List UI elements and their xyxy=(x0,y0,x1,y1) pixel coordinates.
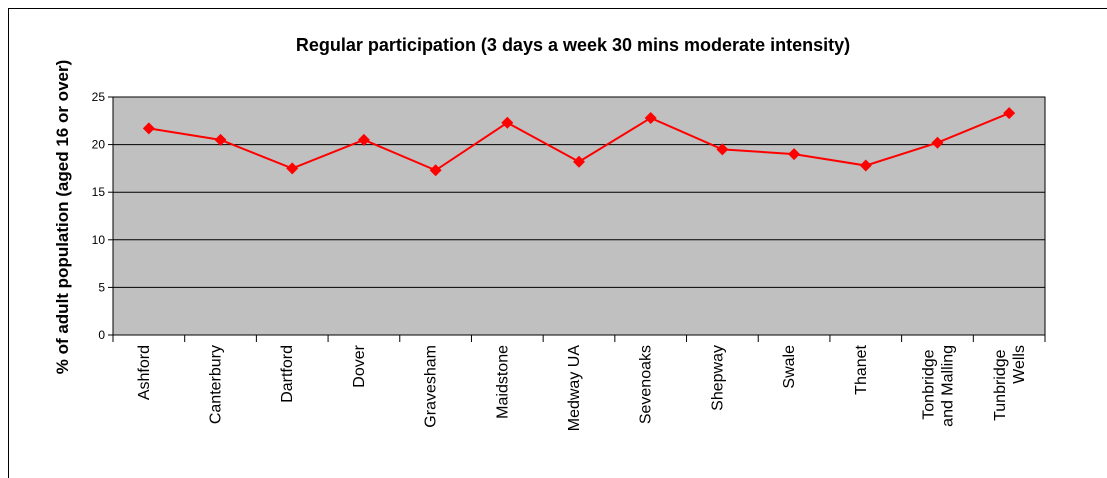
x-tick-label: Shepway xyxy=(709,345,726,411)
point-marker xyxy=(716,143,729,156)
x-tick-label: Gravesham xyxy=(423,345,440,428)
point-marker xyxy=(429,164,442,177)
y-axis-title: % of adult population (aged 16 or over) xyxy=(53,60,72,375)
point-marker xyxy=(644,111,657,124)
point-marker xyxy=(214,133,227,146)
point-marker xyxy=(1003,107,1016,120)
x-tick-label: Ashford xyxy=(136,345,153,400)
x-tick-label: Canterbury xyxy=(208,345,225,424)
point-marker xyxy=(142,122,155,135)
x-tick-label: Tonbridge and Malling xyxy=(920,345,956,427)
y-tick-label: 5 xyxy=(98,280,105,294)
y-tick-label: 10 xyxy=(92,233,106,247)
plot-area xyxy=(112,96,1046,336)
point-marker xyxy=(788,148,801,161)
point-marker xyxy=(573,155,585,168)
point-marker xyxy=(931,136,944,149)
chart-title: Regular participation (3 days a week 30 … xyxy=(296,35,850,55)
y-tick-label: 20 xyxy=(92,138,106,152)
y-tick-label: 25 xyxy=(92,90,106,104)
x-tick-label: Swale xyxy=(781,345,798,389)
x-tick-label: Medway UA xyxy=(566,345,583,432)
x-tick-label: Dartford xyxy=(279,345,296,403)
x-tick-label: Maidstone xyxy=(494,345,511,419)
x-tick-label: Tunbridge Wells xyxy=(992,345,1028,421)
point-marker xyxy=(357,133,370,146)
y-tick-label: 15 xyxy=(92,185,106,199)
y-tick-label: 0 xyxy=(98,328,105,342)
x-tick-label: Sevenoaks xyxy=(638,345,655,424)
point-marker xyxy=(286,162,299,175)
point-marker xyxy=(859,159,872,172)
x-tick-label: Dover xyxy=(351,344,368,387)
x-tick-label: Thanet xyxy=(853,344,870,394)
point-marker xyxy=(501,116,514,129)
